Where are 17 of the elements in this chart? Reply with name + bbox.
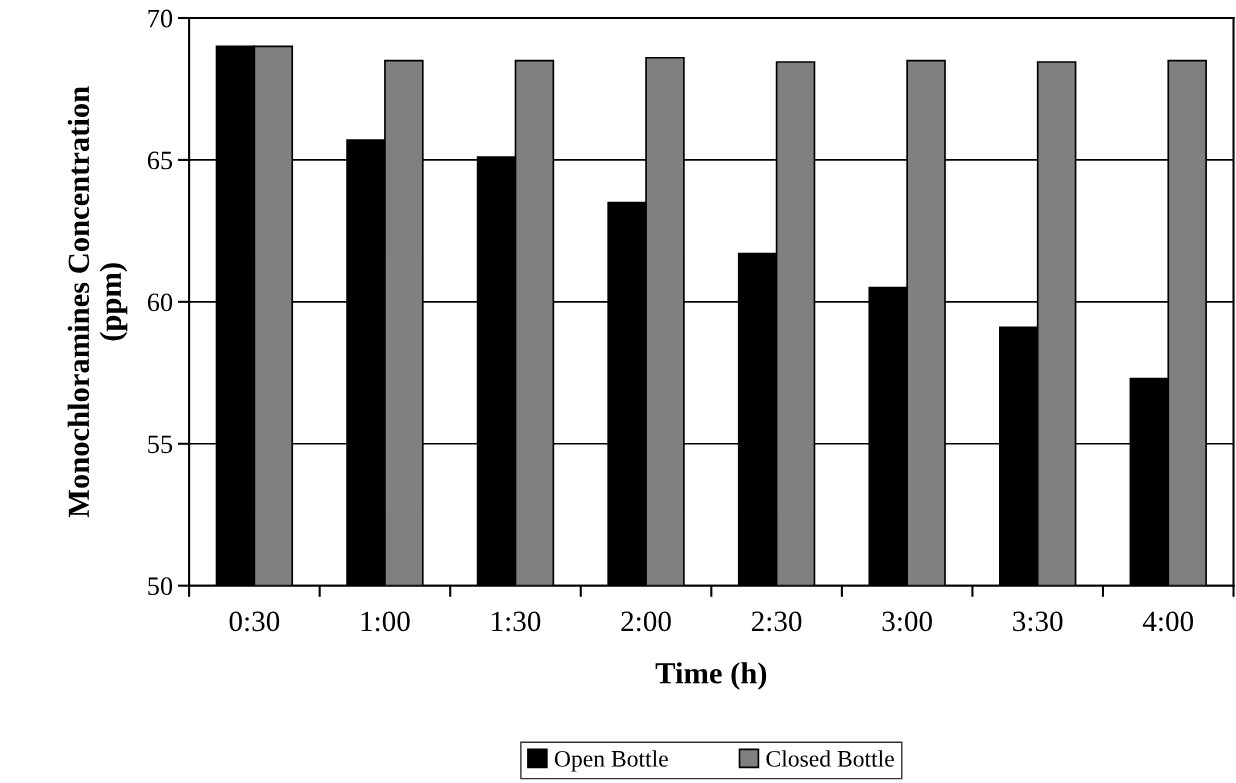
legend-label: Open Bottle — [554, 750, 668, 772]
y-tick-label: 65 — [147, 151, 173, 170]
y-tick-label: 55 — [148, 435, 173, 454]
x-tick-label: 2:00 — [621, 611, 671, 632]
x-tick-label: 1:30 — [492, 611, 541, 632]
y-axis-title: Monochloramines Concentration (ppm) — [67, 86, 128, 518]
y-tick-label: 60 — [147, 293, 173, 312]
x-tick-label: 3:00 — [882, 611, 932, 632]
y-tick-label: 70 — [148, 9, 173, 28]
x-tick-label: 2:30 — [751, 611, 802, 632]
x-tick-label: 0:30 — [229, 611, 280, 632]
x-tick-label: 3:30 — [1013, 611, 1063, 632]
y-tick-label: 50 — [148, 577, 173, 596]
x-tick-label: 4:00 — [1142, 611, 1194, 632]
x-axis-title: Time (h) — [655, 662, 767, 690]
x-tick-label: 1:00 — [361, 611, 410, 632]
legend-label: Closed Bottle — [766, 750, 894, 767]
